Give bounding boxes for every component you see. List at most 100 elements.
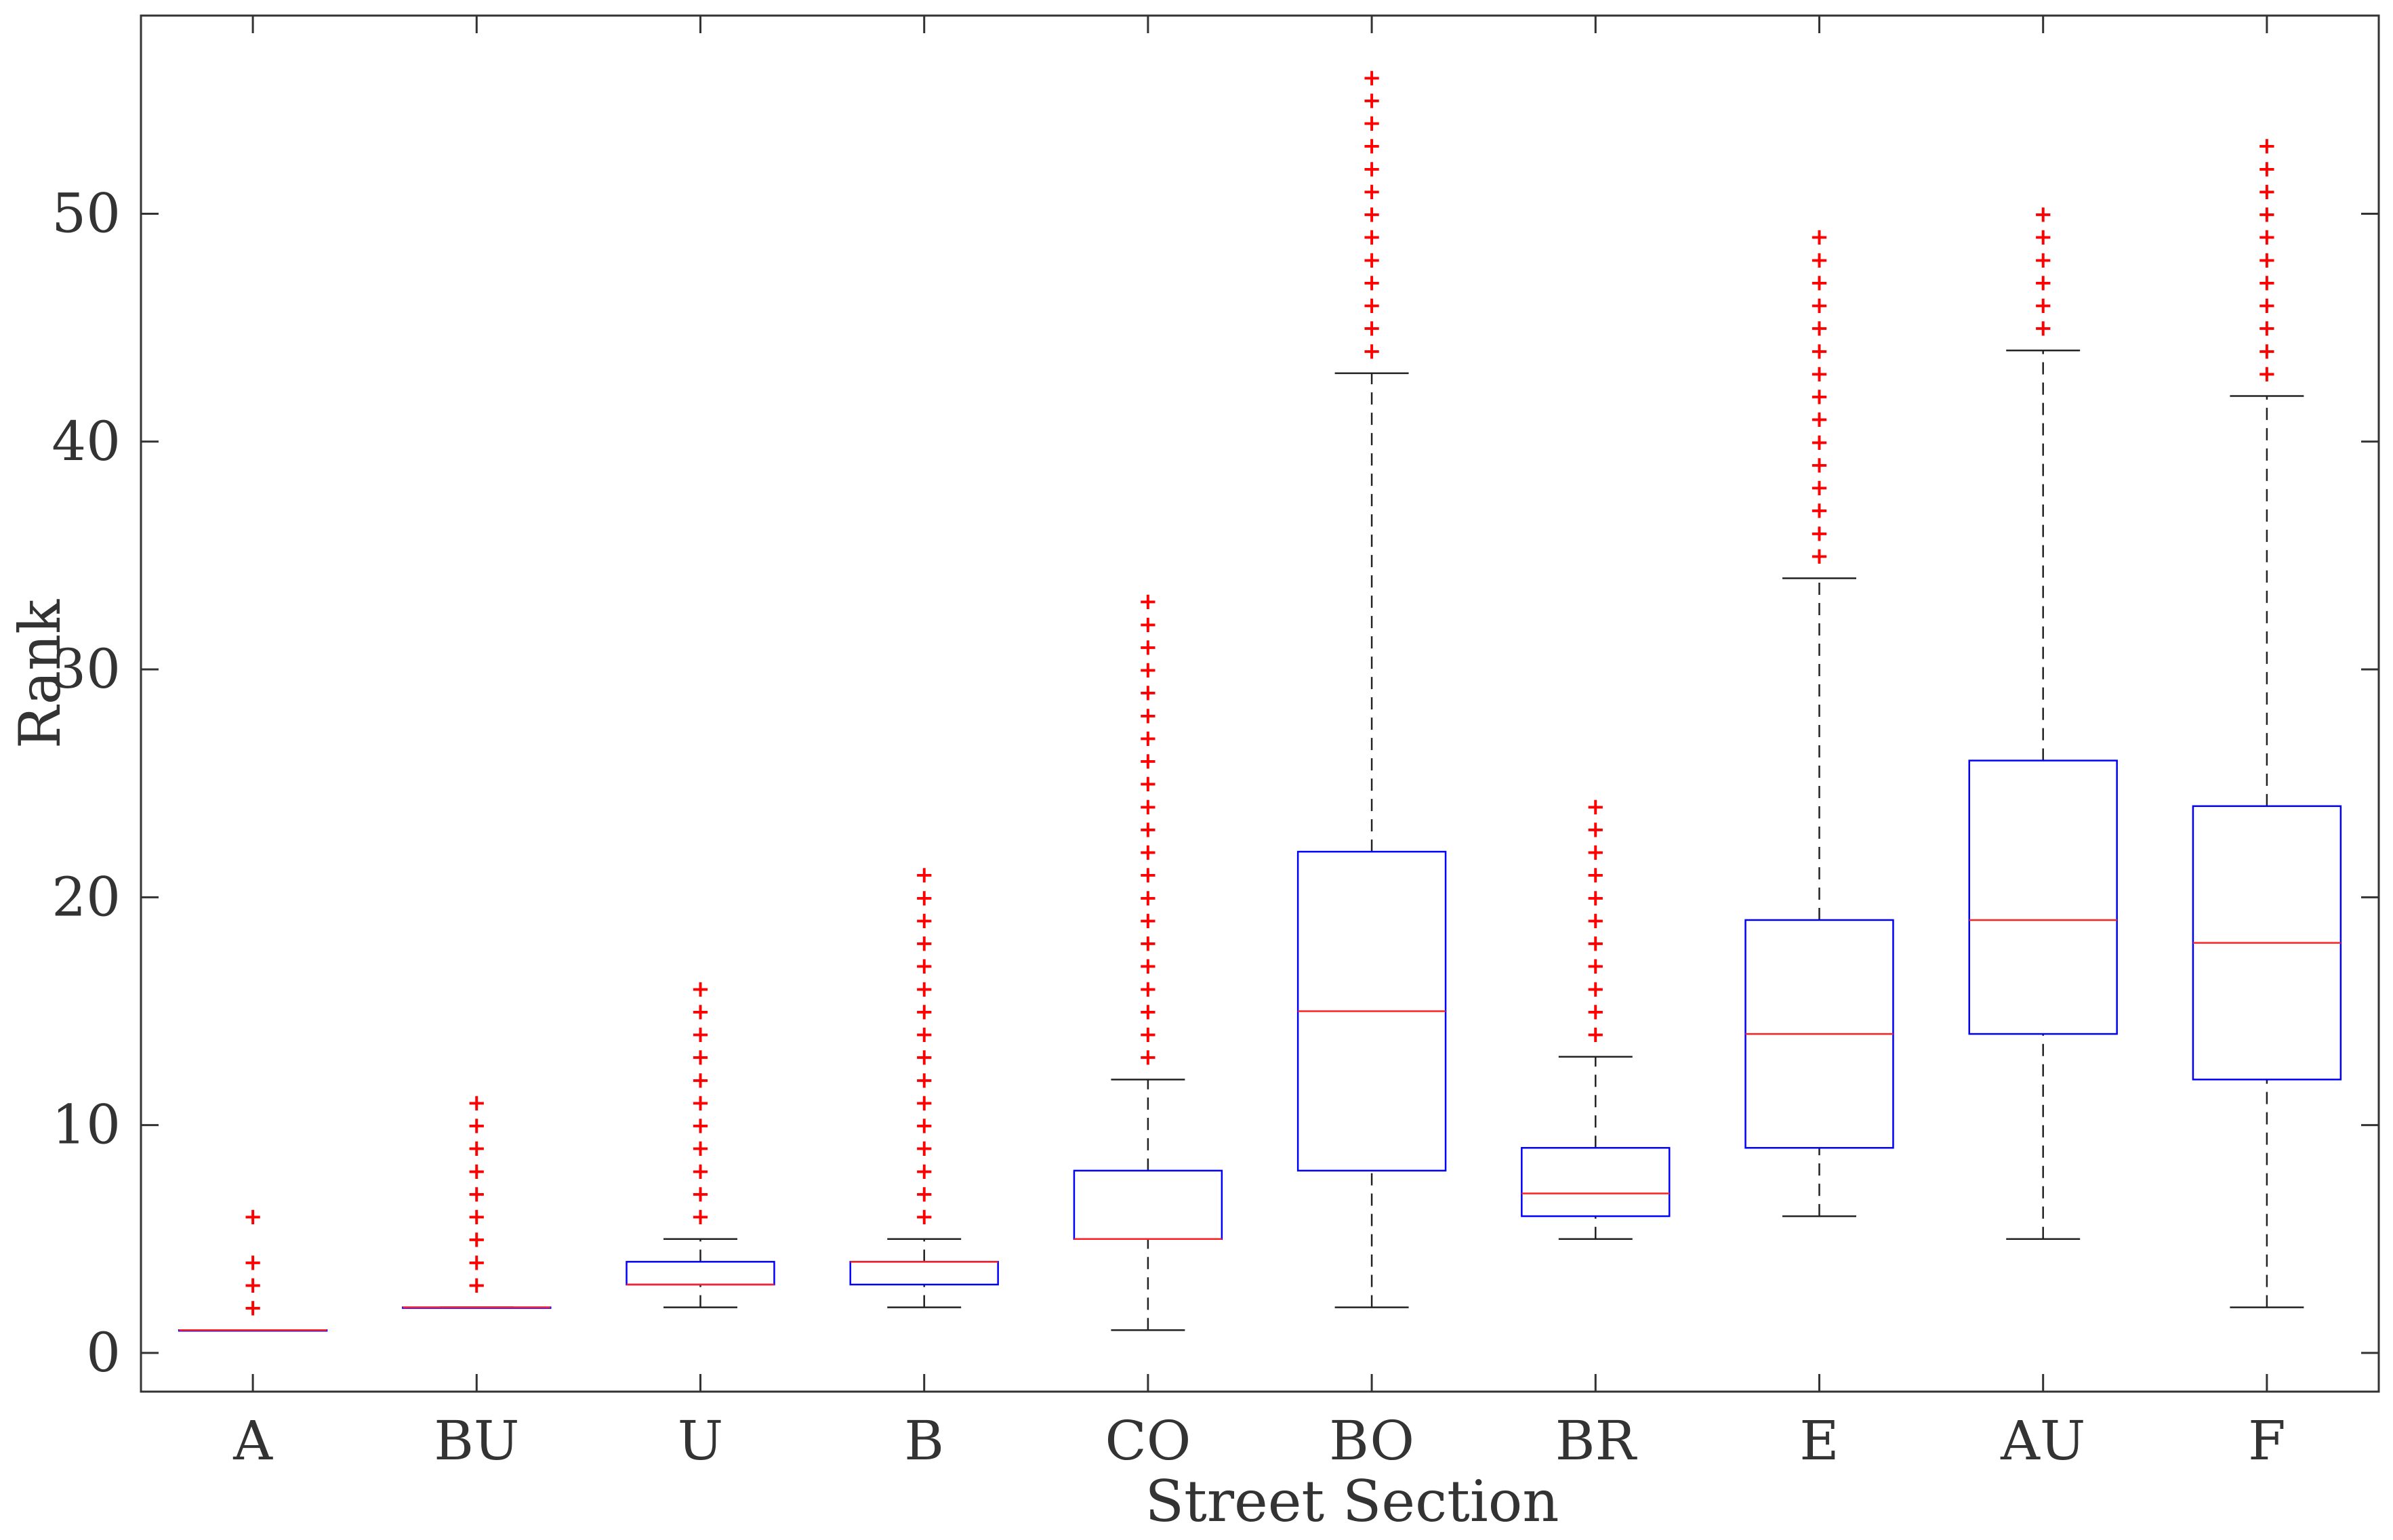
outlier-marker: + (1362, 315, 1382, 342)
outlier-marker: + (2033, 269, 2053, 296)
outlier-marker: + (1362, 269, 1382, 296)
outlier-marker: + (914, 1158, 934, 1185)
outlier-marker: + (2033, 315, 2053, 342)
outlier-marker: + (1362, 64, 1382, 91)
outlier-marker: + (1139, 770, 1158, 797)
x-tick-label: U (678, 1409, 723, 1472)
outlier-marker: + (467, 1272, 487, 1299)
outlier-marker: + (1139, 793, 1158, 820)
outlier-marker: + (914, 976, 934, 1003)
outlier-marker: + (1809, 520, 1829, 547)
outlier-marker: + (1139, 907, 1158, 934)
x-tick-label: CO (1105, 1409, 1191, 1472)
box-a: ++++ (178, 1203, 328, 1332)
outlier-marker: + (1809, 315, 1829, 342)
outlier-marker: + (1362, 247, 1382, 274)
iqr-box (1521, 1146, 1671, 1218)
outlier-marker: + (243, 1203, 263, 1230)
outlier-marker: + (1139, 839, 1158, 866)
outlier-marker: + (1809, 474, 1829, 501)
outlier-marker: + (691, 976, 710, 1003)
outlier-marker: + (467, 1112, 487, 1140)
outlier-marker: + (691, 1066, 710, 1094)
outlier-marker: + (1586, 793, 1605, 820)
box-au: ++++++ (1968, 201, 2118, 1240)
outlier-marker: + (467, 1089, 487, 1117)
y-tick-label: 40 (52, 410, 121, 473)
outlier-marker: + (1586, 884, 1605, 911)
outlier-marker: + (1139, 748, 1158, 775)
outlier-marker: + (1809, 360, 1829, 388)
outlier-marker: + (914, 1021, 934, 1048)
outlier-marker: + (691, 1135, 710, 1162)
outlier-marker: + (467, 1158, 487, 1185)
outlier-marker: + (2033, 224, 2053, 251)
outlier-marker: + (1809, 247, 1829, 274)
outlier-marker: + (1139, 1044, 1158, 1071)
outlier-marker: + (1809, 497, 1829, 524)
outlier-marker: + (914, 862, 934, 889)
outlier-marker: + (914, 1044, 934, 1071)
outlier-marker: + (1139, 588, 1158, 615)
outlier-marker: + (1362, 133, 1382, 160)
outlier-marker: + (691, 998, 710, 1025)
box-series: ++++++++++++++++++++++++++++++++++++++++… (178, 64, 2342, 1332)
iqr-box (849, 1261, 999, 1286)
outlier-marker: + (1362, 110, 1382, 137)
outlier-marker: + (2257, 155, 2277, 182)
outlier-marker: + (1586, 930, 1605, 957)
outlier-marker: + (914, 1180, 934, 1207)
outlier-marker: + (1586, 816, 1605, 843)
outlier-marker: + (1809, 269, 1829, 296)
outlier-marker: + (1809, 337, 1829, 365)
x-tick-label: BR (1555, 1409, 1638, 1472)
outlier-marker: + (1809, 543, 1829, 570)
outlier-marker: + (691, 1021, 710, 1048)
outlier-marker: + (914, 953, 934, 980)
outlier-marker: + (1139, 702, 1158, 729)
outlier-marker: + (914, 1089, 934, 1117)
outlier-marker: + (2257, 178, 2277, 205)
outlier-marker: + (914, 998, 934, 1025)
outlier-marker: + (2257, 133, 2277, 160)
outlier-marker: + (1139, 611, 1158, 638)
outlier-marker: + (1586, 839, 1605, 866)
iqr-box (1073, 1169, 1223, 1240)
box-br: +++++++++++ (1521, 793, 1671, 1240)
outlier-marker: + (1139, 998, 1158, 1025)
outlier-marker: + (2033, 247, 2053, 274)
outlier-marker: + (1362, 155, 1382, 182)
outlier-marker: + (1139, 953, 1158, 980)
outlier-marker: + (691, 1044, 710, 1071)
x-tick-label: E (1799, 1409, 1839, 1472)
outlier-marker: + (467, 1135, 487, 1162)
box-b: ++++++++++++++++ (849, 862, 999, 1308)
outlier-marker: + (691, 1203, 710, 1230)
outlier-marker: + (1362, 224, 1382, 251)
outlier-marker: + (914, 1066, 934, 1094)
outlier-marker: + (467, 1203, 487, 1230)
outlier-marker: + (2257, 360, 2277, 388)
x-axis: A BU U B CO BO BR E AU F (232, 16, 2286, 1472)
outlier-marker: + (1586, 998, 1605, 1025)
y-tick-label: 50 (52, 182, 121, 245)
outlier-marker: + (243, 1249, 263, 1276)
x-tick-label: F (2248, 1409, 2286, 1472)
outlier-marker: + (1139, 633, 1158, 661)
outlier-marker: + (1362, 87, 1382, 114)
outlier-marker: + (1809, 406, 1829, 433)
y-axis: 0 10 20 30 40 50 (52, 182, 2379, 1384)
box-bu: +++++++++ (402, 1089, 552, 1309)
x-tick-label: BO (1329, 1409, 1414, 1472)
outlier-marker: + (1809, 451, 1829, 478)
outlier-marker: + (1586, 953, 1605, 980)
x-tick-label: B (904, 1409, 944, 1472)
x-tick-label: BU (434, 1409, 519, 1472)
outlier-marker: + (1139, 976, 1158, 1003)
iqr-box (626, 1261, 775, 1286)
outlier-marker: + (1362, 292, 1382, 319)
outlier-marker: + (1139, 725, 1158, 752)
y-tick-label: 20 (52, 865, 121, 928)
outlier-marker: + (2257, 337, 2277, 365)
outlier-marker: + (691, 1180, 710, 1207)
